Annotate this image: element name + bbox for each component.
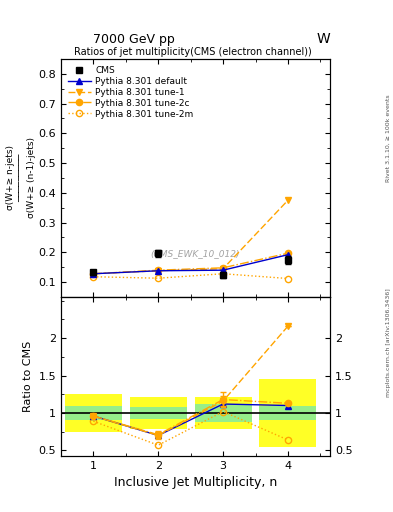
Pythia 8.301 default [286,251,290,258]
Pythia 8.301 tune-2m [221,271,226,277]
Pythia 8.301 tune-1 [221,266,226,272]
Text: mcplots.cern.ch [arXiv:1306.3436]: mcplots.cern.ch [arXiv:1306.3436] [386,289,391,397]
Text: (CMS_EWK_10_012): (CMS_EWK_10_012) [151,250,240,259]
Bar [195,396,252,430]
Bar [65,394,122,432]
Pythia 8.301 default [91,271,96,277]
Pythia 8.301 tune-1 [91,271,96,277]
Line: Pythia 8.301 tune-2c: Pythia 8.301 tune-2c [90,250,291,277]
Text: 7000 GeV pp: 7000 GeV pp [93,33,174,46]
Bar [259,406,316,420]
Pythia 8.301 tune-1 [286,197,290,203]
Pythia 8.301 default [221,267,226,273]
Y-axis label: Ratio to CMS: Ratio to CMS [23,340,33,412]
Pythia 8.301 tune-2m [286,275,290,282]
Bar [65,406,122,420]
Bar [130,407,187,419]
Pythia 8.301 tune-1 [156,268,161,274]
Y-axis label: σ(W+≥ n-jets)
─────────
σ(W+≥ (n-1)-jets): σ(W+≥ n-jets) ───────── σ(W+≥ (n-1)-jets… [6,137,35,219]
Line: Pythia 8.301 default: Pythia 8.301 default [90,251,291,277]
Pythia 8.301 default [156,268,161,274]
Text: Rivet 3.1.10, ≥ 100k events: Rivet 3.1.10, ≥ 100k events [386,94,391,182]
X-axis label: Inclusive Jet Multiplicity, n: Inclusive Jet Multiplicity, n [114,476,277,489]
Text: W: W [316,32,330,46]
Line: Pythia 8.301 tune-2m: Pythia 8.301 tune-2m [90,271,291,282]
Bar [195,404,252,422]
Pythia 8.301 tune-2m [91,273,96,280]
Bar [130,396,187,430]
Pythia 8.301 tune-2c [286,250,290,257]
Pythia 8.301 tune-2c [91,271,96,277]
Legend: CMS, Pythia 8.301 default, Pythia 8.301 tune-1, Pythia 8.301 tune-2c, Pythia 8.3: CMS, Pythia 8.301 default, Pythia 8.301 … [65,63,196,122]
Pythia 8.301 tune-2m [156,275,161,281]
Bar [259,379,316,446]
Pythia 8.301 tune-2c [221,265,226,271]
Line: Pythia 8.301 tune-1: Pythia 8.301 tune-1 [90,197,291,277]
Text: Ratios of jet multiplicity(CMS (electron channel)): Ratios of jet multiplicity(CMS (electron… [74,47,312,57]
Pythia 8.301 tune-2c [156,267,161,273]
